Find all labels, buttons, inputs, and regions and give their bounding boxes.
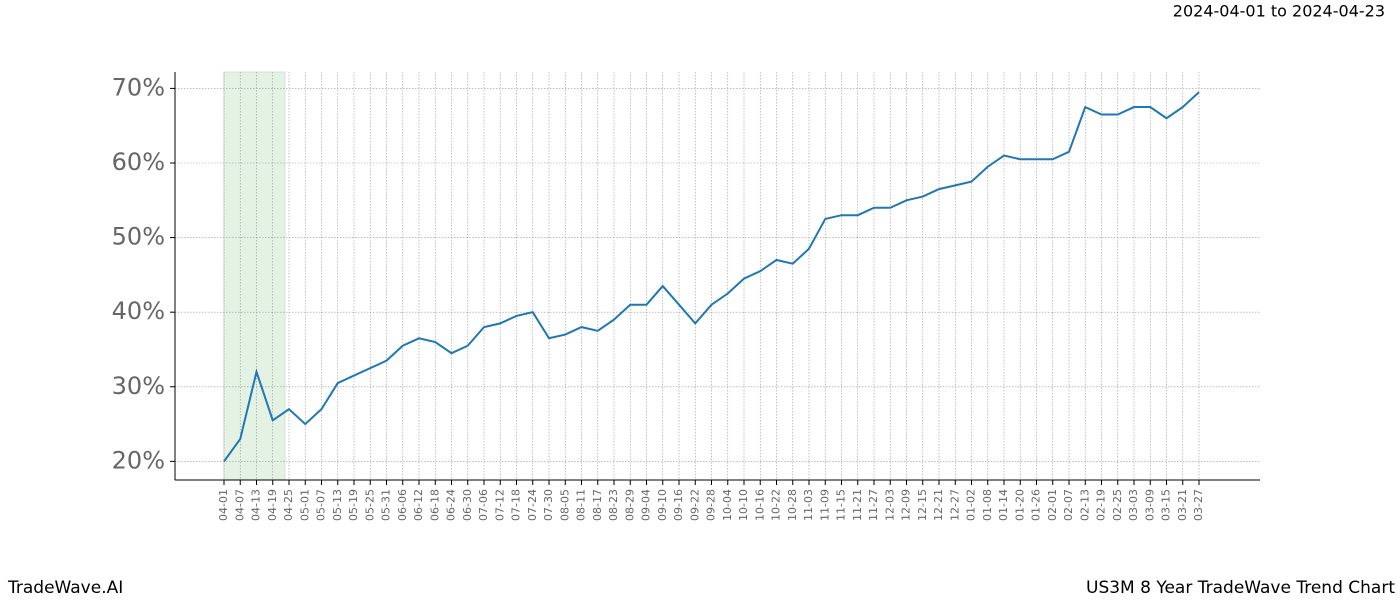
x-tick-label: 01-14 <box>997 489 1010 521</box>
x-tick-label: 03-27 <box>1192 489 1205 521</box>
x-tick-label: 10-28 <box>786 489 799 521</box>
x-tick-label: 02-13 <box>1078 489 1091 521</box>
x-tick-label: 09-16 <box>672 489 685 521</box>
x-tick-label: 01-02 <box>965 489 978 521</box>
x-tick-label: 09-04 <box>640 489 653 521</box>
x-tick-label: 07-24 <box>526 489 539 521</box>
x-tick-label: 11-15 <box>835 489 848 521</box>
x-tick-label: 10-22 <box>770 489 783 521</box>
x-tick-label: 03-21 <box>1176 489 1189 521</box>
x-tick-label: 01-20 <box>1013 489 1026 521</box>
x-tick-label: 10-04 <box>721 489 734 521</box>
x-tick-label: 11-27 <box>867 489 880 521</box>
x-tick-label: 04-19 <box>266 489 279 521</box>
x-tick-label: 05-07 <box>315 489 328 521</box>
x-tick-label: 06-12 <box>412 489 425 521</box>
x-tick-label: 07-30 <box>542 489 555 521</box>
x-tick-label: 12-03 <box>883 489 896 521</box>
x-tick-label: 05-25 <box>363 489 376 521</box>
x-tick-label: 06-06 <box>396 489 409 521</box>
x-tick-label: 11-21 <box>851 489 864 521</box>
x-tick-label: 08-11 <box>575 489 588 521</box>
x-tick-label: 01-08 <box>981 489 994 521</box>
x-tick-label: 06-30 <box>461 489 474 521</box>
y-tick-label: 20% <box>112 446 165 474</box>
x-tick-label: 11-09 <box>818 489 831 521</box>
x-tick-label: 09-22 <box>688 489 701 521</box>
x-tick-label: 11-03 <box>802 489 815 521</box>
x-tick-label: 09-28 <box>705 489 718 521</box>
x-tick-label: 04-01 <box>217 489 230 521</box>
x-tick-label: 10-10 <box>737 489 750 521</box>
x-tick-label: 08-29 <box>623 489 636 521</box>
x-tick-label: 07-18 <box>510 489 523 521</box>
x-tick-label: 03-15 <box>1160 489 1173 521</box>
x-tick-label: 04-13 <box>250 489 263 521</box>
highlight-window <box>223 71 286 481</box>
x-tick-label: 08-17 <box>591 489 604 521</box>
x-tick-label: 12-15 <box>916 489 929 521</box>
x-tick-label: 02-01 <box>1046 489 1059 521</box>
y-tick-label: 70% <box>112 73 165 101</box>
x-tick-label: 05-01 <box>298 489 311 521</box>
x-tick-label: 04-07 <box>233 489 246 521</box>
chart-title: US3M 8 Year TradeWave Trend Chart <box>1086 578 1395 598</box>
x-tick-label: 08-05 <box>558 489 571 521</box>
data-line <box>223 91 1200 462</box>
x-tick-label: 06-24 <box>445 489 458 521</box>
x-tick-label: 07-06 <box>477 489 490 521</box>
x-tick-label: 02-07 <box>1062 489 1075 521</box>
x-tick-label: 04-25 <box>282 489 295 521</box>
x-tick-label: 09-10 <box>656 489 669 521</box>
x-tick-label: 12-27 <box>948 489 961 521</box>
x-tick-label: 05-13 <box>331 489 344 521</box>
x-tick-label: 12-09 <box>900 489 913 521</box>
x-tick-label: 03-03 <box>1127 489 1140 521</box>
x-tick-label: 12-21 <box>932 489 945 521</box>
y-tick-label: 40% <box>112 297 165 325</box>
x-tick-label: 02-19 <box>1095 489 1108 521</box>
x-tick-label: 05-31 <box>380 489 393 521</box>
x-tick-label: 07-12 <box>493 489 506 521</box>
x-tick-label: 03-09 <box>1143 489 1156 521</box>
x-tick-label: 01-26 <box>1030 489 1043 521</box>
x-tick-label: 08-23 <box>607 489 620 521</box>
x-tick-label: 10-16 <box>753 489 766 521</box>
y-tick-label: 50% <box>112 223 165 251</box>
x-tick-label: 05-19 <box>347 489 360 521</box>
y-tick-label: 30% <box>112 372 165 400</box>
y-tick-label: 60% <box>112 148 165 176</box>
x-tick-label: 02-25 <box>1111 489 1124 521</box>
x-tick-label: 06-18 <box>428 489 441 521</box>
chart-subtitle: 2024-04-01 to 2024-04-23 <box>1173 2 1385 21</box>
watermark: TradeWave.AI <box>7 578 123 598</box>
